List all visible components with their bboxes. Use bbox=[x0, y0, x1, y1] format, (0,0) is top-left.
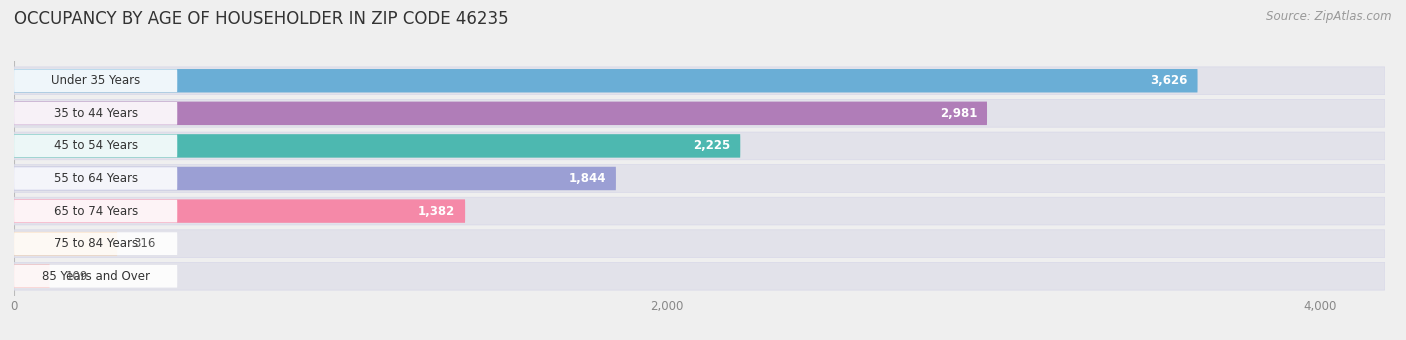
Text: 35 to 44 Years: 35 to 44 Years bbox=[53, 107, 138, 120]
FancyBboxPatch shape bbox=[14, 197, 1385, 225]
FancyBboxPatch shape bbox=[14, 69, 177, 92]
Text: 55 to 64 Years: 55 to 64 Years bbox=[53, 172, 138, 185]
Text: 85 Years and Over: 85 Years and Over bbox=[42, 270, 149, 283]
FancyBboxPatch shape bbox=[14, 132, 1385, 160]
FancyBboxPatch shape bbox=[14, 230, 1385, 257]
FancyBboxPatch shape bbox=[14, 135, 177, 157]
FancyBboxPatch shape bbox=[14, 165, 1385, 192]
FancyBboxPatch shape bbox=[14, 167, 177, 190]
Text: 2,225: 2,225 bbox=[693, 139, 731, 152]
Text: Source: ZipAtlas.com: Source: ZipAtlas.com bbox=[1267, 10, 1392, 23]
Text: OCCUPANCY BY AGE OF HOUSEHOLDER IN ZIP CODE 46235: OCCUPANCY BY AGE OF HOUSEHOLDER IN ZIP C… bbox=[14, 10, 509, 28]
FancyBboxPatch shape bbox=[14, 200, 177, 222]
Text: 109: 109 bbox=[66, 270, 89, 283]
Text: 316: 316 bbox=[134, 237, 156, 250]
Text: 2,981: 2,981 bbox=[939, 107, 977, 120]
FancyBboxPatch shape bbox=[14, 69, 1198, 92]
FancyBboxPatch shape bbox=[14, 199, 465, 223]
FancyBboxPatch shape bbox=[14, 67, 1385, 95]
Text: Under 35 Years: Under 35 Years bbox=[51, 74, 141, 87]
Text: 45 to 54 Years: 45 to 54 Years bbox=[53, 139, 138, 152]
FancyBboxPatch shape bbox=[14, 134, 741, 158]
FancyBboxPatch shape bbox=[14, 262, 1385, 290]
Text: 65 to 74 Years: 65 to 74 Years bbox=[53, 205, 138, 218]
Text: 1,844: 1,844 bbox=[568, 172, 606, 185]
FancyBboxPatch shape bbox=[14, 232, 117, 255]
FancyBboxPatch shape bbox=[14, 232, 177, 255]
Text: 1,382: 1,382 bbox=[418, 205, 456, 218]
FancyBboxPatch shape bbox=[14, 102, 177, 125]
FancyBboxPatch shape bbox=[14, 100, 1385, 127]
FancyBboxPatch shape bbox=[14, 167, 616, 190]
Text: 3,626: 3,626 bbox=[1150, 74, 1188, 87]
FancyBboxPatch shape bbox=[14, 102, 987, 125]
FancyBboxPatch shape bbox=[14, 265, 177, 288]
FancyBboxPatch shape bbox=[14, 265, 49, 288]
Text: 75 to 84 Years: 75 to 84 Years bbox=[53, 237, 138, 250]
